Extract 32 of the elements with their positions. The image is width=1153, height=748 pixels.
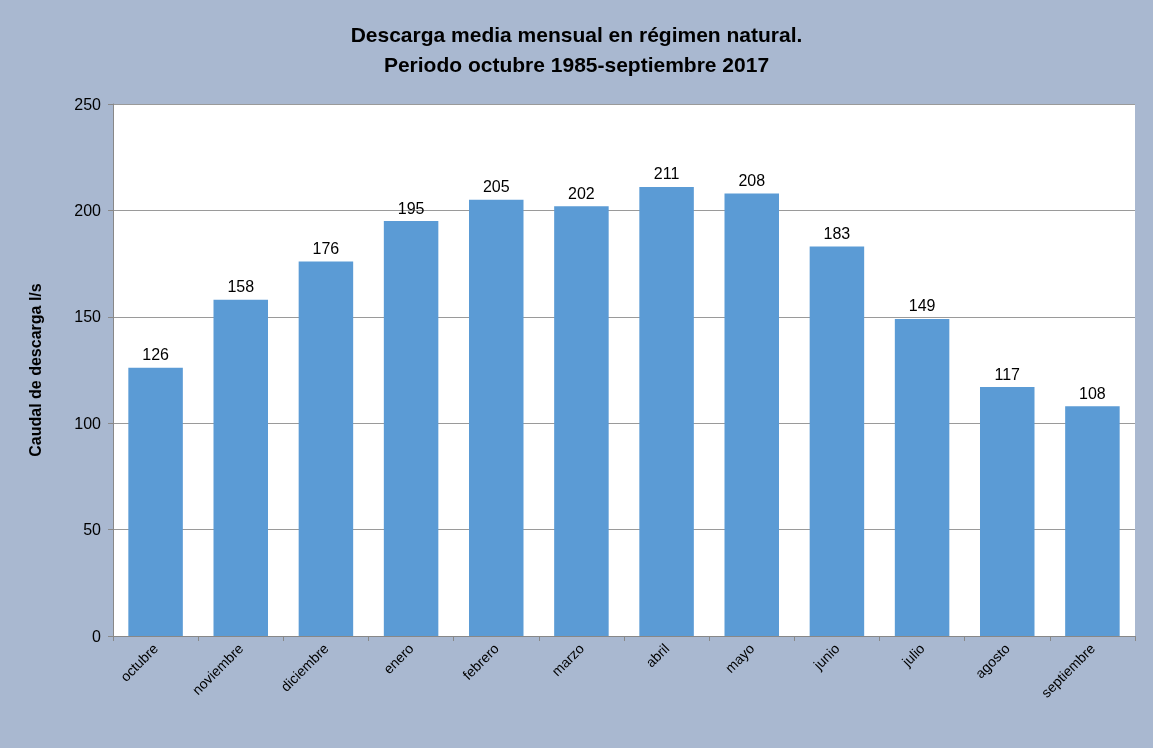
data-label: 176: [312, 239, 340, 257]
bar: [128, 367, 183, 636]
data-label: 195: [397, 199, 425, 217]
data-label: 211: [653, 165, 680, 183]
data-label: 117: [994, 365, 1021, 383]
data-label: 149: [908, 297, 936, 315]
bar: [1065, 406, 1120, 636]
y-axis-title: Caudal de descarga l/s: [26, 283, 44, 457]
y-tick-label: 0: [92, 627, 102, 645]
y-tick-label: 250: [74, 95, 102, 113]
data-label: 126: [142, 346, 170, 364]
data-label: 205: [482, 178, 510, 196]
y-tick-label: 200: [74, 201, 102, 219]
data-label: 208: [738, 171, 766, 189]
bar: [724, 193, 779, 636]
bar: [809, 246, 865, 636]
y-tick-label: 50: [83, 521, 102, 539]
bar: [383, 221, 439, 636]
y-tick-label: 100: [74, 414, 102, 432]
bar: [213, 299, 268, 636]
data-label: 108: [1079, 384, 1106, 402]
chart-title: Descarga media mensual en régimen natural. Periodo octubre 1985-septiembre 2017: [350, 22, 803, 76]
bar: [894, 318, 950, 636]
bar: [298, 261, 354, 636]
bar: [554, 206, 609, 636]
data-label: 202: [568, 184, 595, 202]
y-tick-label: 150: [74, 308, 102, 326]
data-label: 158: [227, 278, 255, 296]
bar: [469, 199, 524, 636]
data-label: 183: [823, 225, 851, 243]
bar: [639, 186, 694, 636]
bar: [980, 387, 1035, 636]
